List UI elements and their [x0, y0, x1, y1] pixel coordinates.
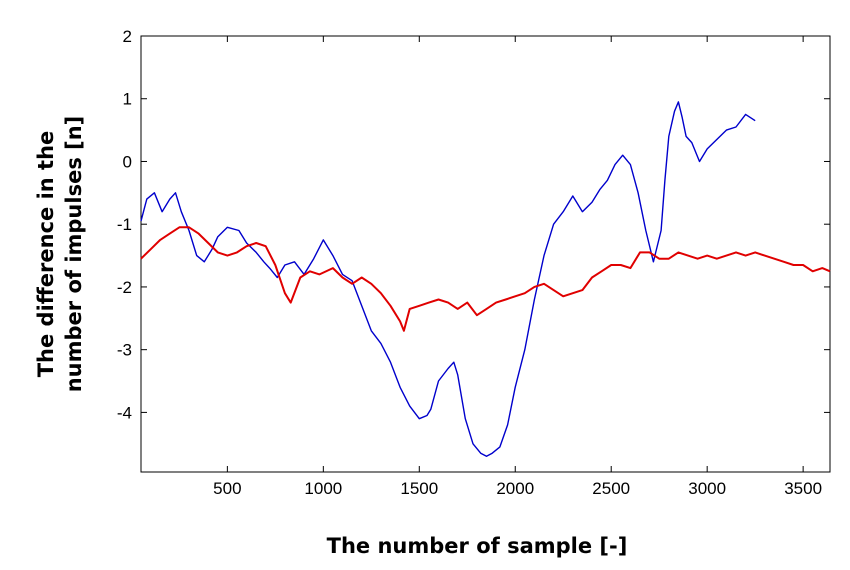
x-axis: 500 1000 1500 2000 2500 3000 3500: [213, 36, 822, 498]
y-axis: 2 1 0 -1 -2 -3 -4: [117, 27, 830, 422]
series-line-1: [140, 101, 756, 457]
x-tick-label: 3500: [784, 479, 822, 498]
x-tick-label: 2500: [592, 479, 630, 498]
plot-area-frame: [140, 35, 831, 473]
y-tick-label: -3: [117, 341, 132, 360]
y-axis-title-line-2: number of impulses [n]: [62, 116, 86, 393]
x-tick-label: 1500: [400, 479, 438, 498]
series-line-2: [140, 226, 831, 332]
y-tick-label: -2: [117, 278, 132, 297]
series-layer: [140, 101, 831, 457]
y-tick-label: 1: [123, 90, 132, 109]
x-tick-label: 3000: [688, 479, 726, 498]
x-tick-label: 2000: [496, 479, 534, 498]
x-tick-label: 1000: [304, 479, 342, 498]
y-axis-title-line-1: The difference in the: [34, 131, 58, 378]
x-axis-title: The number of sample [-]: [327, 534, 628, 558]
x-tick-label: 500: [213, 479, 241, 498]
y-tick-label: 2: [123, 27, 132, 46]
y-tick-label: -4: [117, 403, 132, 422]
y-tick-label: 0: [123, 152, 132, 171]
y-axis-title: The difference in the number of impulses…: [34, 116, 86, 393]
y-tick-label: -1: [117, 215, 132, 234]
